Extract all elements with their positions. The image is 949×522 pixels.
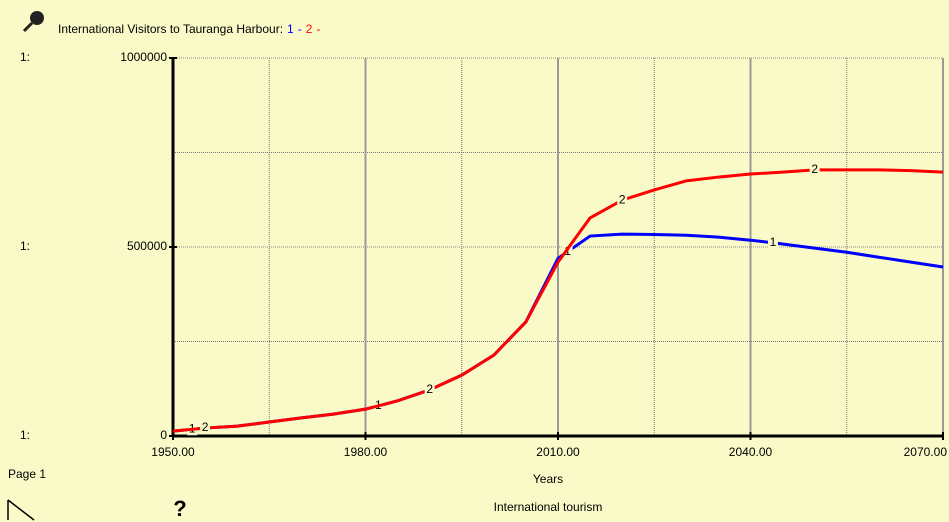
x-tick-label: 2040.00 [729, 445, 773, 459]
line-label-bg [809, 162, 820, 176]
line-label-bg [617, 193, 628, 207]
axis-prefix: 1: [20, 428, 30, 442]
title-separator: - [316, 22, 320, 36]
line-label-bg [424, 382, 435, 396]
axis-prefix: 1: [20, 50, 30, 64]
help-icon[interactable]: ? [173, 496, 186, 521]
y-tick-label: 500000 [127, 239, 167, 253]
line-label: 2 [619, 192, 626, 206]
line-label-bg [767, 235, 778, 249]
line-label: 2 [811, 162, 818, 176]
x-tick-label: 1950.00 [151, 445, 195, 459]
icon-head [30, 11, 44, 25]
x-tick-label: 2010.00 [536, 445, 580, 459]
y-tick-label: 1000000 [120, 50, 167, 64]
x-tick-label: 1980.00 [344, 445, 388, 459]
page-label[interactable]: Page 1 [8, 467, 46, 481]
graph-icon[interactable] [22, 11, 44, 33]
line-label: 1 [770, 235, 777, 249]
title-series-name: 2 [306, 22, 313, 36]
line-label: 2 [426, 382, 433, 396]
title-separator: - [298, 22, 302, 36]
chart-title: International Visitors to Tauranga Harbo… [58, 22, 320, 36]
x-tick-label: 2070.00 [904, 445, 948, 459]
footer: International tourism [494, 500, 603, 514]
x-axis-label: Years [533, 472, 563, 486]
icon-handle [22, 21, 34, 33]
page-turn-icon[interactable] [7, 499, 35, 521]
title-text: International Visitors to Tauranga Harbo… [58, 22, 283, 36]
title-series-name: 1 [287, 22, 294, 36]
axis-prefix: 1: [20, 239, 30, 253]
line-label-bg [200, 421, 211, 435]
y-tick-label: 0 [160, 428, 167, 442]
line-label: 2 [202, 420, 209, 434]
